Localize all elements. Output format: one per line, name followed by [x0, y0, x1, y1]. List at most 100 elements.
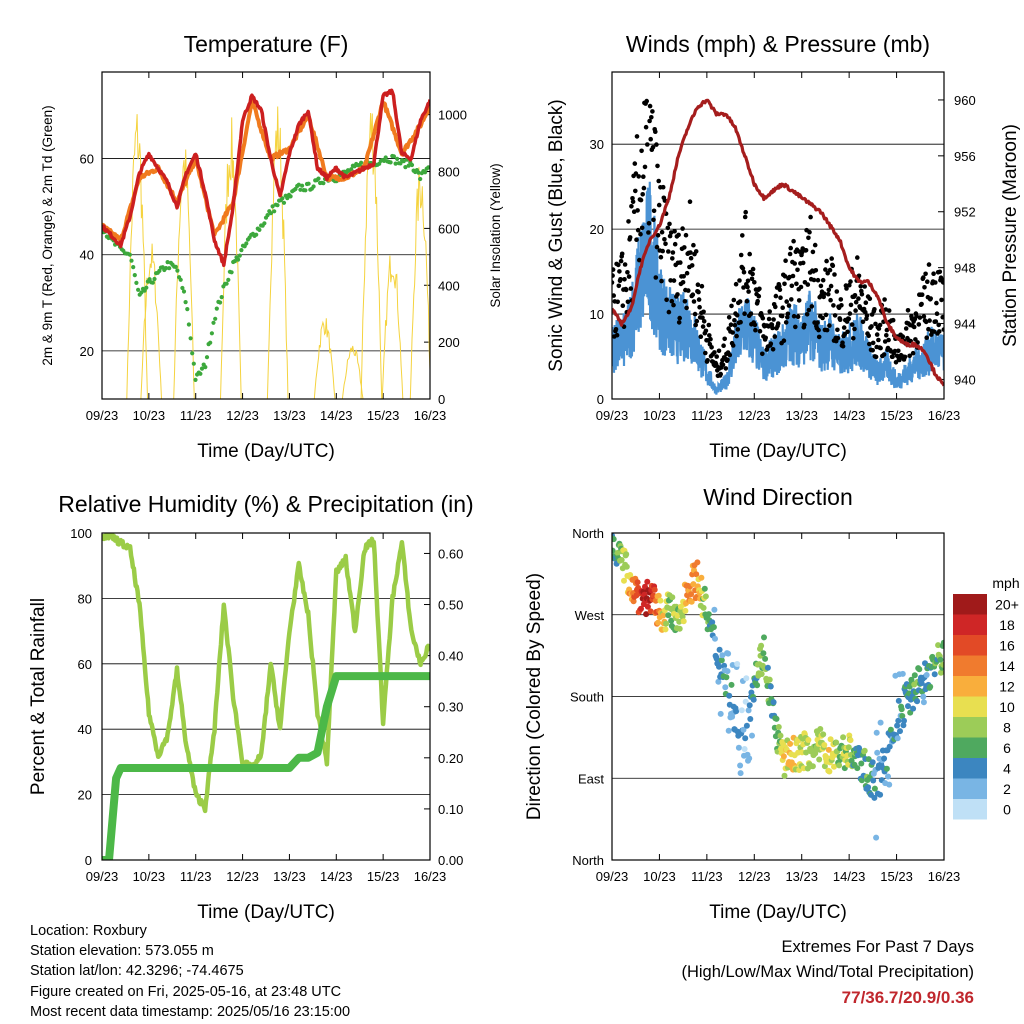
y-tick-label: 80 — [78, 591, 92, 606]
wind-gust-point — [873, 354, 879, 360]
wind-gust-point — [659, 229, 665, 235]
wind-direction-point — [740, 726, 747, 733]
wind-gust-point — [709, 345, 714, 350]
y-tick-label: 30 — [590, 137, 604, 152]
wind-direction-point — [725, 650, 732, 657]
legend-swatch — [953, 655, 987, 676]
wind-direction-point — [877, 791, 884, 798]
wind-gust-point — [616, 283, 622, 289]
wind-direction-point — [662, 626, 669, 633]
dewpoint-point — [391, 154, 396, 159]
wind-gust-point — [931, 329, 937, 334]
wind-gust-point — [851, 336, 856, 341]
wind-gust-point — [716, 348, 722, 354]
x-tick-label: 14/23 — [833, 408, 866, 423]
wind-gust-point — [928, 296, 933, 301]
wind-direction-point — [847, 737, 854, 744]
wind-gust-point — [692, 311, 698, 317]
wind-gust-point — [876, 326, 882, 331]
wind-direction-point — [845, 744, 852, 751]
solar-insolation-line — [173, 149, 195, 399]
wind-gust-point — [881, 352, 887, 357]
wind-gust-point — [638, 231, 643, 237]
dewpoint-point — [281, 200, 287, 205]
station-latlon: Station lat/lon: 42.3296; -74.4675 — [30, 963, 244, 980]
wind-gust-point — [613, 327, 619, 332]
wind-gust-point — [725, 357, 730, 363]
wind-gust-point — [905, 308, 911, 313]
wind-direction-point — [821, 742, 828, 748]
dewpoint-point — [163, 266, 169, 271]
wind-direction-point — [916, 666, 923, 673]
wind-gust-point — [828, 283, 834, 289]
dewpoint-point — [300, 183, 305, 188]
wind-gust-point — [760, 351, 765, 357]
wind-gust-point — [802, 322, 807, 328]
wind-gust-point — [646, 221, 652, 226]
legend-swatch — [953, 717, 987, 738]
dewpoint-point — [209, 331, 214, 336]
wind-gust-point — [823, 267, 828, 272]
wind-gust-point — [723, 366, 729, 371]
wind-gust-point — [634, 134, 640, 139]
wind-gust-point — [690, 292, 696, 298]
wind-gust-point — [784, 299, 789, 304]
wind-gust-point — [852, 293, 858, 298]
wind-gust-point — [816, 327, 821, 333]
wind-direction-point — [812, 750, 819, 757]
wind-direction-point — [719, 652, 726, 659]
wind-gust-point — [655, 233, 661, 238]
wind-gust-point — [726, 315, 732, 320]
wind-direction-point — [737, 770, 744, 777]
wind-direction-point — [623, 551, 630, 558]
wind-gust-point — [689, 263, 695, 268]
x-tick-label: 14/23 — [320, 408, 353, 423]
wind-gust-point — [884, 327, 890, 333]
wind-gust-point — [892, 348, 898, 354]
wind-gust-point — [772, 334, 778, 339]
y-tick-label: 100 — [70, 526, 92, 541]
dewpoint-point — [198, 371, 203, 376]
plot-frame — [101, 71, 431, 400]
wind-direction-point — [724, 668, 731, 675]
solar-insolation-line — [341, 345, 364, 399]
wind-gust-point — [665, 225, 671, 231]
dewpoint-point — [285, 196, 290, 201]
wind-gust-point — [777, 283, 782, 289]
wind-gust-point — [696, 289, 701, 295]
wind-direction-point — [935, 642, 942, 649]
wind-gust-point — [638, 197, 644, 203]
wind-gust-point — [672, 229, 677, 234]
wind-direction-point — [940, 661, 944, 668]
wind-gust-point — [811, 277, 817, 283]
y2-tick-label: 0 — [438, 392, 445, 407]
legend-label: 20+ — [995, 596, 1019, 612]
dewpoint-point — [270, 204, 275, 209]
y2-tick-label: 0.20 — [438, 751, 463, 766]
wind-gust-point — [790, 273, 796, 279]
wind-gust-point — [890, 354, 895, 360]
wind-gust-point — [810, 249, 816, 255]
wind-gust-point — [939, 297, 944, 303]
wind-direction-point — [693, 571, 700, 578]
wind-gust-point — [846, 316, 852, 322]
dewpoint-point — [237, 253, 242, 258]
dewpoint-point — [129, 258, 134, 263]
y-tick-label: 60 — [80, 152, 94, 167]
wind-gust-point — [937, 269, 943, 275]
x-axis-label: Time (Day/UTC) — [709, 902, 847, 923]
wind-gust-point — [890, 317, 896, 323]
dewpoint-point — [239, 248, 244, 253]
wind-gust-point — [738, 252, 744, 258]
wind-gust-point — [653, 129, 658, 134]
wind-gust-point — [696, 297, 702, 302]
wind-gust-point — [934, 311, 940, 317]
wind-gust-point — [760, 315, 766, 321]
wind-gust-point — [749, 276, 755, 282]
wind-gust-point — [884, 333, 889, 338]
wind-gust-point — [779, 313, 785, 319]
x-tick-label: 10/23 — [643, 408, 676, 423]
wind-gust-point — [826, 291, 831, 297]
plot-frame — [611, 71, 945, 400]
wind-gust-point — [803, 248, 809, 253]
